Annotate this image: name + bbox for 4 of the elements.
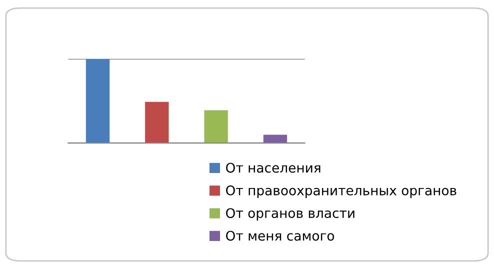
legend-label: От меня самого (226, 230, 334, 241)
legend-label: От правоохранительных органов (226, 185, 456, 198)
legend-label: От населения (226, 162, 320, 173)
legend-label: От органов власти (226, 208, 354, 221)
